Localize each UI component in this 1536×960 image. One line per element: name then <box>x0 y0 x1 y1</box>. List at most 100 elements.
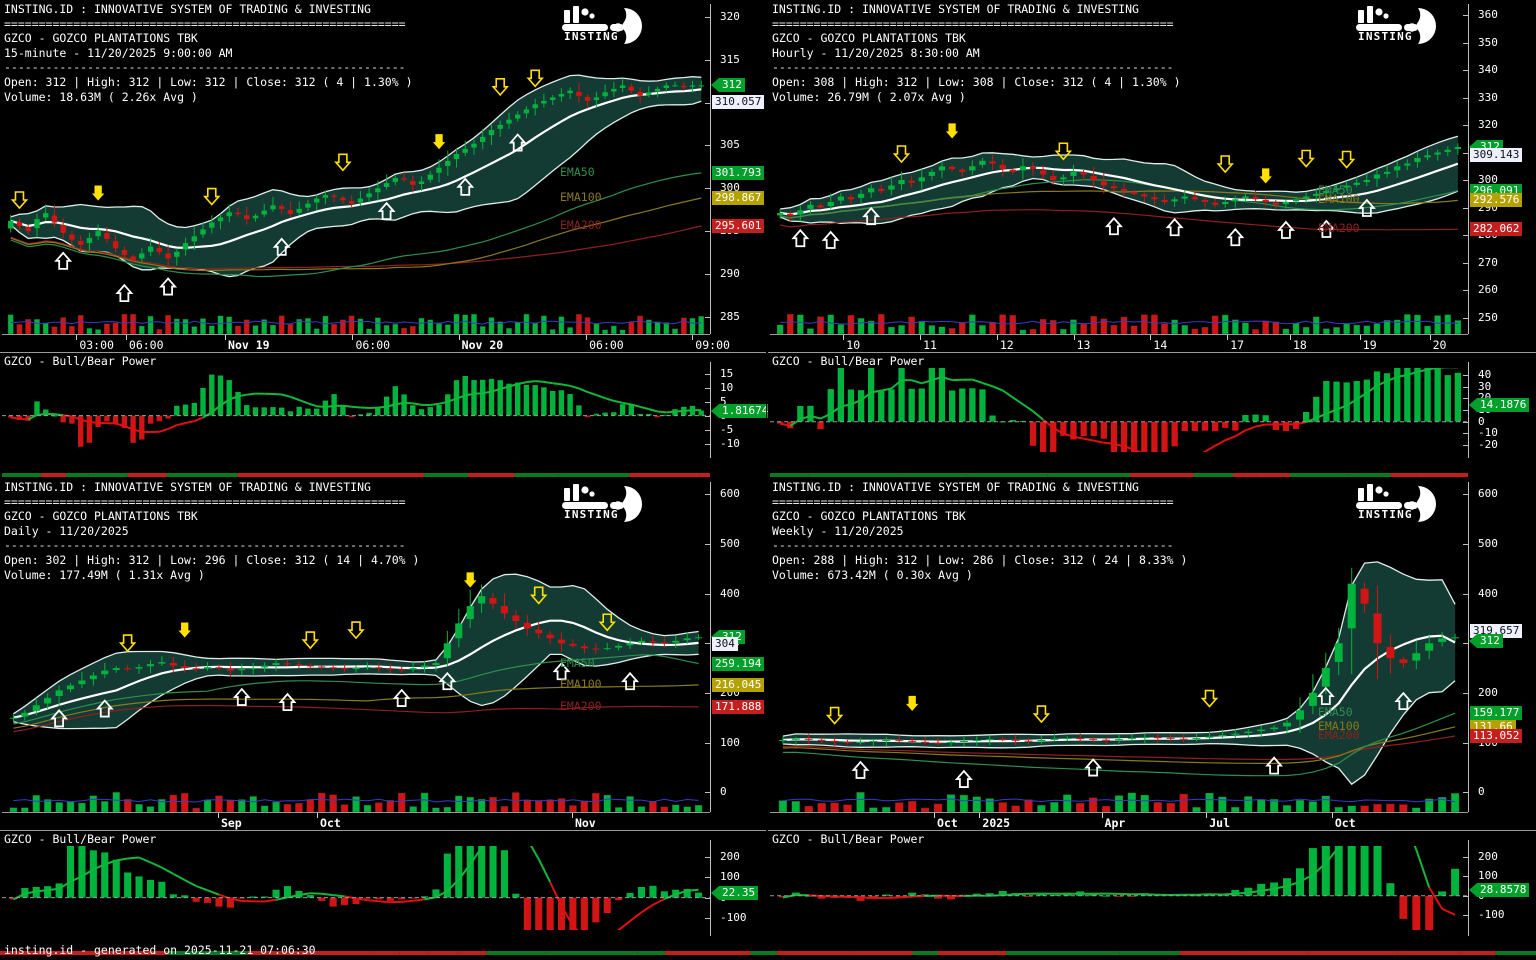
candle-body <box>32 705 40 711</box>
candle-body <box>1272 202 1279 205</box>
bull-bear-bar <box>432 889 440 898</box>
bull-bear-signal-line <box>631 403 641 408</box>
bull-bear-bar <box>567 394 573 416</box>
bull-bear-bar <box>375 407 381 416</box>
volume-bar <box>857 318 865 334</box>
bull-bear-power-area[interactable] <box>770 368 1468 452</box>
bull-bear-bar <box>532 385 538 416</box>
price-chart-area[interactable] <box>2 4 710 334</box>
bull-bear-signal-line <box>820 412 832 420</box>
bull-bear-bar <box>69 415 75 424</box>
candle-body <box>1076 738 1085 740</box>
panel-15-minute[interactable]: INSTING.ID : INNOVATIVE SYSTEM OF TRADIN… <box>0 0 772 477</box>
panel-daily[interactable]: INSTING.ID : INNOVATIVE SYSTEM OF TRADIN… <box>0 478 766 955</box>
buy-signal-arrow <box>552 661 571 681</box>
volume-bar <box>1221 314 1229 334</box>
volume-bar <box>1343 322 1351 334</box>
x-axis-label: 14 <box>1153 338 1168 352</box>
price-axis-tick <box>1463 742 1468 744</box>
bull-bear-signal-line <box>272 393 282 396</box>
volume-bar <box>1231 806 1240 812</box>
volume-bar <box>455 795 463 812</box>
bull-bear-signal-line <box>1093 439 1105 444</box>
bull-bear-bar <box>1444 375 1451 422</box>
bull-bear-bar <box>60 415 66 423</box>
volume-bar <box>1312 316 1320 334</box>
volume-bar <box>352 796 360 812</box>
price-chart-area[interactable] <box>2 482 710 812</box>
candle-body <box>1292 199 1300 202</box>
candle-body <box>366 193 372 198</box>
sell-signal-arrow <box>1297 149 1315 168</box>
bull-bear-bar <box>1308 848 1317 896</box>
header-rule-top: ========================================… <box>4 494 406 509</box>
buy-signal-arrow <box>1357 198 1376 217</box>
bull-bear-bar <box>1334 846 1343 896</box>
candle-body <box>898 180 905 185</box>
bull-bear-bar <box>1115 895 1123 897</box>
candle-body <box>1205 736 1214 738</box>
bull-bear-signal-line <box>281 393 291 398</box>
candle-body <box>1140 737 1149 739</box>
bull-bear-bar <box>1161 421 1168 452</box>
bull-bear-bar <box>1347 846 1356 896</box>
bull-bear-bar <box>261 407 267 416</box>
symbol-label: GZCO - GOZCO PLANTATIONS TBK <box>4 509 198 524</box>
bull-bear-axis-tick-label: -100 <box>1478 908 1505 922</box>
bull-bear-signal-line <box>482 390 492 395</box>
volume-bar <box>843 804 852 812</box>
price-axis-tick-label: 100 <box>720 735 740 749</box>
bull-bear-axis-tick-label: 15 <box>720 366 734 380</box>
bull-bear-bar <box>1454 372 1461 422</box>
volume-bar <box>856 792 865 812</box>
bull-bear-signal-line <box>1305 416 1317 424</box>
bull-bear-bar <box>1425 895 1434 930</box>
volume-bar <box>584 317 591 334</box>
bull-bear-signal-line <box>237 393 247 398</box>
bull-bear-bar <box>200 388 206 416</box>
volume-bar <box>1110 324 1118 334</box>
bull-bear-signal-line <box>860 391 872 401</box>
buy-signal-arrow <box>456 177 475 196</box>
volume-bar <box>1334 806 1343 812</box>
bull-bear-bar <box>8 415 14 418</box>
volume-bar <box>77 315 84 334</box>
trend-stripe-svg <box>2 473 710 477</box>
volume-bar <box>418 317 425 334</box>
volume-bar <box>888 326 895 334</box>
bull-bear-bar <box>928 368 935 422</box>
volume-bar <box>1171 319 1179 334</box>
price-chart-area[interactable] <box>770 4 1468 334</box>
panel-hourly[interactable]: INSTING.ID : INNOVATIVE SYSTEM OF TRADIN… <box>768 0 1536 477</box>
x-axis-tick <box>920 335 922 340</box>
bull-bear-bar <box>878 391 885 422</box>
volume-bar <box>1037 805 1046 812</box>
price-level-tag: 298.867 <box>712 190 765 205</box>
sell-signal-arrow <box>825 706 844 725</box>
subplot-title: GZCO - Bull/Bear Power <box>4 354 157 368</box>
bull-bear-power-area[interactable] <box>2 846 710 930</box>
bull-bear-power-area[interactable] <box>2 368 710 452</box>
bull-bear-signal-line <box>675 889 688 896</box>
bull-bear-power-area[interactable] <box>770 846 1468 930</box>
price-axis-tick-label: 315 <box>720 52 740 66</box>
price-level-tag: 312 <box>711 78 745 93</box>
bull-bear-bar <box>1272 421 1279 430</box>
bull-bear-bar <box>1212 421 1219 432</box>
candle-body <box>1363 180 1370 183</box>
bull-bear-bar <box>418 409 425 416</box>
bull-bear-bar <box>506 383 512 416</box>
candle-body <box>1283 722 1291 727</box>
bollinger-upper-line <box>782 561 1456 737</box>
candle-body <box>569 643 577 646</box>
bull-bear-signal-line <box>1356 392 1368 401</box>
bull-bear-signal-line <box>430 402 440 406</box>
volume-bar <box>436 322 442 334</box>
candle-body <box>261 210 267 215</box>
bull-bear-signal-line <box>622 401 632 406</box>
buy-signal-arrow <box>954 769 973 788</box>
volume-bar <box>933 803 943 812</box>
bull-bear-bar <box>279 407 285 416</box>
price-chart-area[interactable] <box>770 482 1468 812</box>
panel-weekly[interactable]: INSTING.ID : INNOVATIVE SYSTEM OF TRADIN… <box>768 478 1536 955</box>
